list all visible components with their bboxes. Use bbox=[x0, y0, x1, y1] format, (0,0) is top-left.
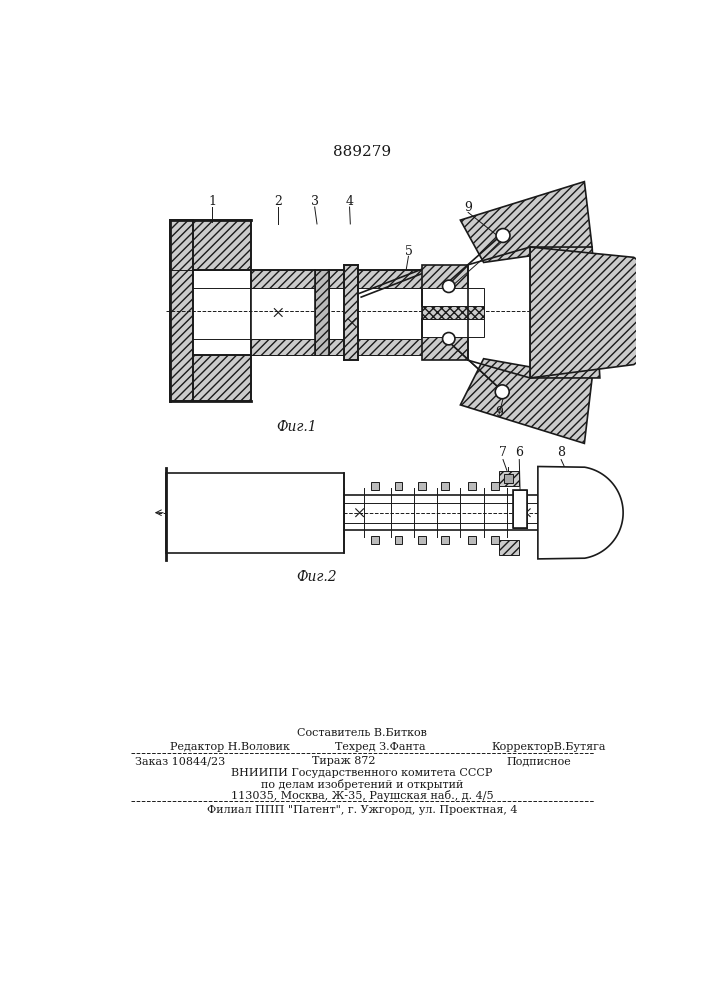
Polygon shape bbox=[170, 220, 251, 270]
Text: 1: 1 bbox=[209, 195, 216, 208]
Polygon shape bbox=[421, 319, 468, 360]
Text: Составитель В.Битков: Составитель В.Битков bbox=[297, 728, 427, 738]
Text: 9: 9 bbox=[495, 406, 503, 419]
Text: Заказ 10844/23: Заказ 10844/23 bbox=[135, 756, 225, 766]
Polygon shape bbox=[421, 265, 468, 306]
Text: ВНИИПИ Государственного комитета СССР: ВНИИПИ Государственного комитета СССР bbox=[231, 768, 493, 778]
Bar bbox=[166, 473, 344, 553]
Polygon shape bbox=[251, 270, 421, 288]
Bar bbox=[468, 536, 476, 544]
Text: КорректорВ.Бутяга: КорректорВ.Бутяга bbox=[491, 742, 606, 752]
Circle shape bbox=[443, 333, 455, 345]
Polygon shape bbox=[460, 359, 592, 443]
Bar bbox=[491, 536, 499, 544]
Polygon shape bbox=[344, 265, 358, 360]
Polygon shape bbox=[499, 471, 518, 486]
Polygon shape bbox=[315, 270, 329, 355]
Bar bbox=[421, 319, 484, 337]
Bar bbox=[441, 536, 449, 544]
Polygon shape bbox=[530, 247, 600, 378]
Bar bbox=[421, 288, 484, 306]
Text: Фиг.1: Фиг.1 bbox=[276, 420, 317, 434]
Bar bbox=[371, 482, 379, 490]
Bar bbox=[491, 482, 499, 490]
Bar bbox=[251, 270, 421, 355]
Circle shape bbox=[443, 280, 455, 292]
Text: Филиал ППП "Патент", г. Ужгород, ул. Проектная, 4: Филиал ППП "Патент", г. Ужгород, ул. Про… bbox=[206, 805, 518, 815]
Text: Редактор Н.Воловик: Редактор Н.Воловик bbox=[170, 742, 290, 752]
Polygon shape bbox=[421, 306, 484, 319]
Bar bbox=[504, 474, 513, 483]
Circle shape bbox=[495, 385, 509, 399]
Text: 7: 7 bbox=[499, 446, 507, 459]
Bar bbox=[418, 536, 426, 544]
Text: 9: 9 bbox=[464, 201, 472, 214]
Bar bbox=[395, 536, 402, 544]
Bar bbox=[513, 490, 527, 528]
Bar bbox=[468, 482, 476, 490]
Polygon shape bbox=[538, 466, 623, 559]
Bar bbox=[371, 536, 379, 544]
Text: Тираж 872: Тираж 872 bbox=[312, 756, 376, 766]
Polygon shape bbox=[170, 220, 193, 401]
Text: 4: 4 bbox=[346, 195, 354, 208]
Polygon shape bbox=[530, 247, 662, 378]
Text: 6: 6 bbox=[515, 446, 523, 459]
Text: 8: 8 bbox=[557, 446, 565, 459]
Polygon shape bbox=[499, 540, 518, 555]
Text: 5: 5 bbox=[404, 245, 412, 258]
Text: по делам изобретений и открытий: по делам изобретений и открытий bbox=[261, 779, 463, 790]
Bar bbox=[418, 482, 426, 490]
Text: 889279: 889279 bbox=[333, 145, 391, 159]
Bar bbox=[441, 482, 449, 490]
Text: Подписное: Подписное bbox=[507, 756, 572, 766]
Text: Техред З.Фанта: Техред З.Фанта bbox=[335, 742, 426, 752]
Text: 2: 2 bbox=[274, 195, 282, 208]
Polygon shape bbox=[170, 355, 251, 401]
Bar bbox=[395, 482, 402, 490]
Text: 3: 3 bbox=[310, 195, 319, 208]
Polygon shape bbox=[251, 339, 421, 355]
Circle shape bbox=[496, 229, 510, 242]
Text: 113035, Москва, Ж-35, Раушская наб., д. 4/5: 113035, Москва, Ж-35, Раушская наб., д. … bbox=[230, 790, 493, 801]
Text: Фиг.2: Фиг.2 bbox=[297, 570, 337, 584]
Polygon shape bbox=[460, 182, 592, 262]
